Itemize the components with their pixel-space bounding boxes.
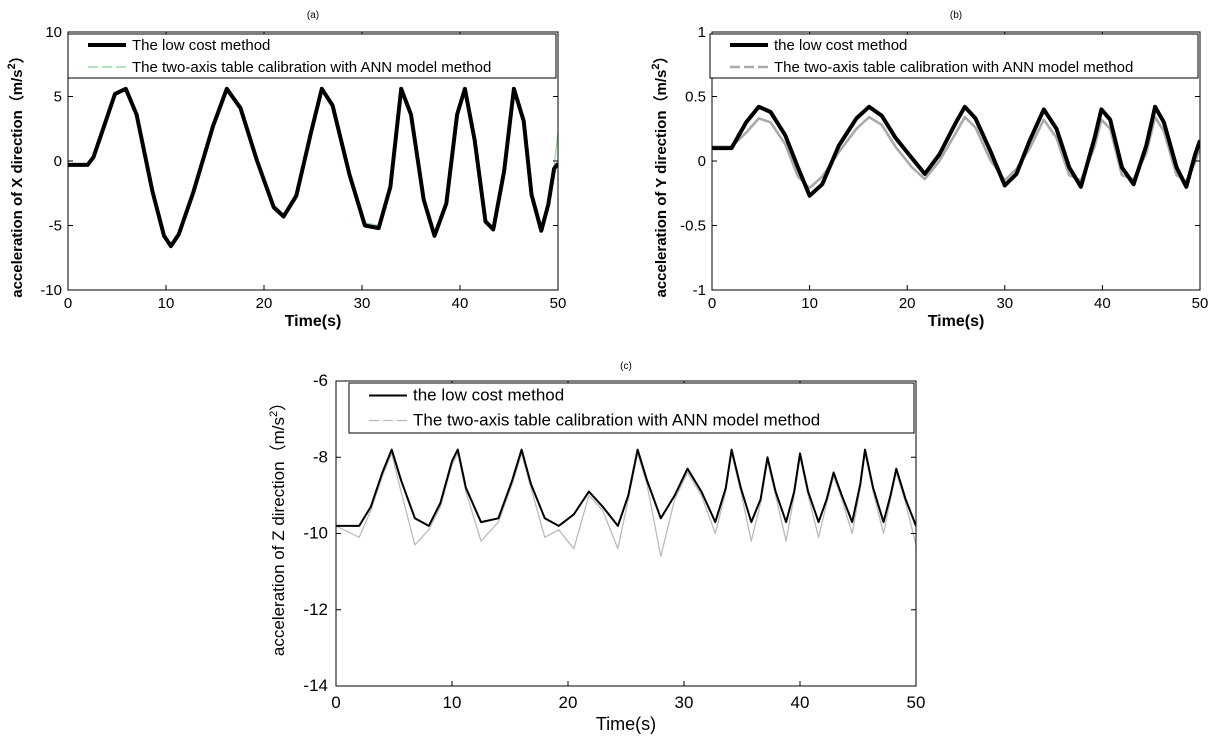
chart1-legend-label-2: The two-axis table calibration with ANN … [132,59,491,76]
chart3-x-tick-label: 0 [331,693,340,712]
chart3-series-1-line [336,448,916,527]
chart3-y-tick-label: -10 [303,524,328,543]
chart2-y-axis-label-main: acceleration of Y direction（m/s [652,70,670,298]
chart1-panel-label: (a) [307,10,319,21]
chart3-legend-label-1: the low cost method [413,386,564,405]
chart3-legend-box [348,382,915,434]
chart2-x-tick-label: 40 [1094,295,1111,312]
chart1-y-tick-label: -5 [49,218,62,235]
chart3-x-tick-label: 30 [675,693,694,712]
chart2-x-tick-label: 50 [1192,295,1209,312]
chart2-series-1-line [712,104,1200,198]
chart3-y-tick-label: -14 [303,676,328,695]
chart2-x-tick-label: 10 [801,295,818,312]
chart2-x-tick-label: 20 [899,295,916,312]
chart3-y-axis-label-close: ） [269,394,288,411]
chart1-y-axis-label-close: ） [8,48,26,63]
chart3-series-2-line [336,452,916,558]
chart3-y-axis-label: acceleration of Z direction（m/s2） [268,394,288,656]
chart1-legend-label-1: The low cost method [132,37,270,54]
chart3-y-tick-label: -12 [303,600,328,619]
chart2-y-tick-label: 0.5 [685,89,706,106]
chart3-x-axis-label: Time(s) [596,714,656,734]
chart3-x-tick-label: 20 [559,693,578,712]
chart1-y-tick-label: 5 [54,89,62,106]
chart1-y-axis-label: acceleration of X direction（m/s2） [6,48,26,298]
chart2-y-axis-label: acceleration of Y direction（m/s2） [650,49,670,298]
chart1-y-axis-label-main: acceleration of X direction（m/s [8,69,26,297]
chart3-x-tick-label: 50 [907,693,926,712]
chart2-legend-box [709,33,1199,79]
chart1-y-tick-label: 10 [45,24,62,41]
chart2-x-axis-label: Time(s) [928,313,985,330]
chart2-y-tick-label: 1 [698,24,706,41]
chart2-y-axis-label-close: ） [652,49,670,64]
chart3-y-tick-label: -6 [313,371,328,390]
chart1-legend: The low cost method The two-axis table ca… [67,33,557,79]
chart2-legend: the low cost method The two-axis table ca… [709,33,1199,79]
chart3-y-axis-label-sup: 2 [268,411,280,417]
chart3-x-tick-label: 40 [791,693,810,712]
chart1-y-tick-label: 0 [54,153,62,170]
chart3-panel-label: (c) [620,361,632,372]
chart2-x-tick-label: 0 [708,295,716,312]
chart1-y-tick-label: -10 [40,282,62,299]
chart1-x-axis-label: Time(s) [285,313,342,330]
chart3-x-tick-label: 10 [443,693,462,712]
chart1-x-tick-label: 50 [550,295,567,312]
chart3-legend-label-2: The two-axis table calibration with ANN … [413,411,820,430]
chart2-legend-label-2: The two-axis table calibration with ANN … [774,59,1133,76]
chart2-y-axis-label-sup: 2 [650,64,662,70]
chart3-legend: the low cost method The two-axis table ca… [348,382,915,434]
chart1-x-tick-label: 0 [64,295,72,312]
chart3-y-tick-label: -8 [313,447,328,466]
chart2-y-tick-label: 0 [698,153,706,170]
chart1-legend-box [67,33,557,79]
chart2-y-tick-label: -0.5 [680,218,706,235]
chart1-x-tick-label: 40 [452,295,469,312]
chart2-y-tick-label: -1 [693,282,706,299]
chart1-x-tick-label: 10 [158,295,175,312]
chart1-x-tick-label: 30 [354,295,371,312]
chart2-panel-label: (b) [950,10,962,21]
chart3-y-axis-label-main: acceleration of Z direction（m/s [269,417,288,656]
chart1-series-1-line [68,86,558,249]
chart2-legend-label-1: the low cost method [774,37,907,54]
chart1: (a) 0 10 20 30 40 50 -10 -5 0 5 10 Time(s) accelerati… [6,10,566,330]
chart1-x-tick-label: 20 [256,295,273,312]
chart1-y-axis-label-sup: 2 [6,63,18,69]
chart3: (c) 0 10 20 30 40 50 -14 -12 -10 -8 -6 Time(s) accele… [268,361,925,734]
chart2: (b) 0 10 20 30 40 50 -1 -0.5 0 0.5 1 Time(s) accelera… [650,10,1208,330]
chart2-x-tick-label: 30 [996,295,1013,312]
